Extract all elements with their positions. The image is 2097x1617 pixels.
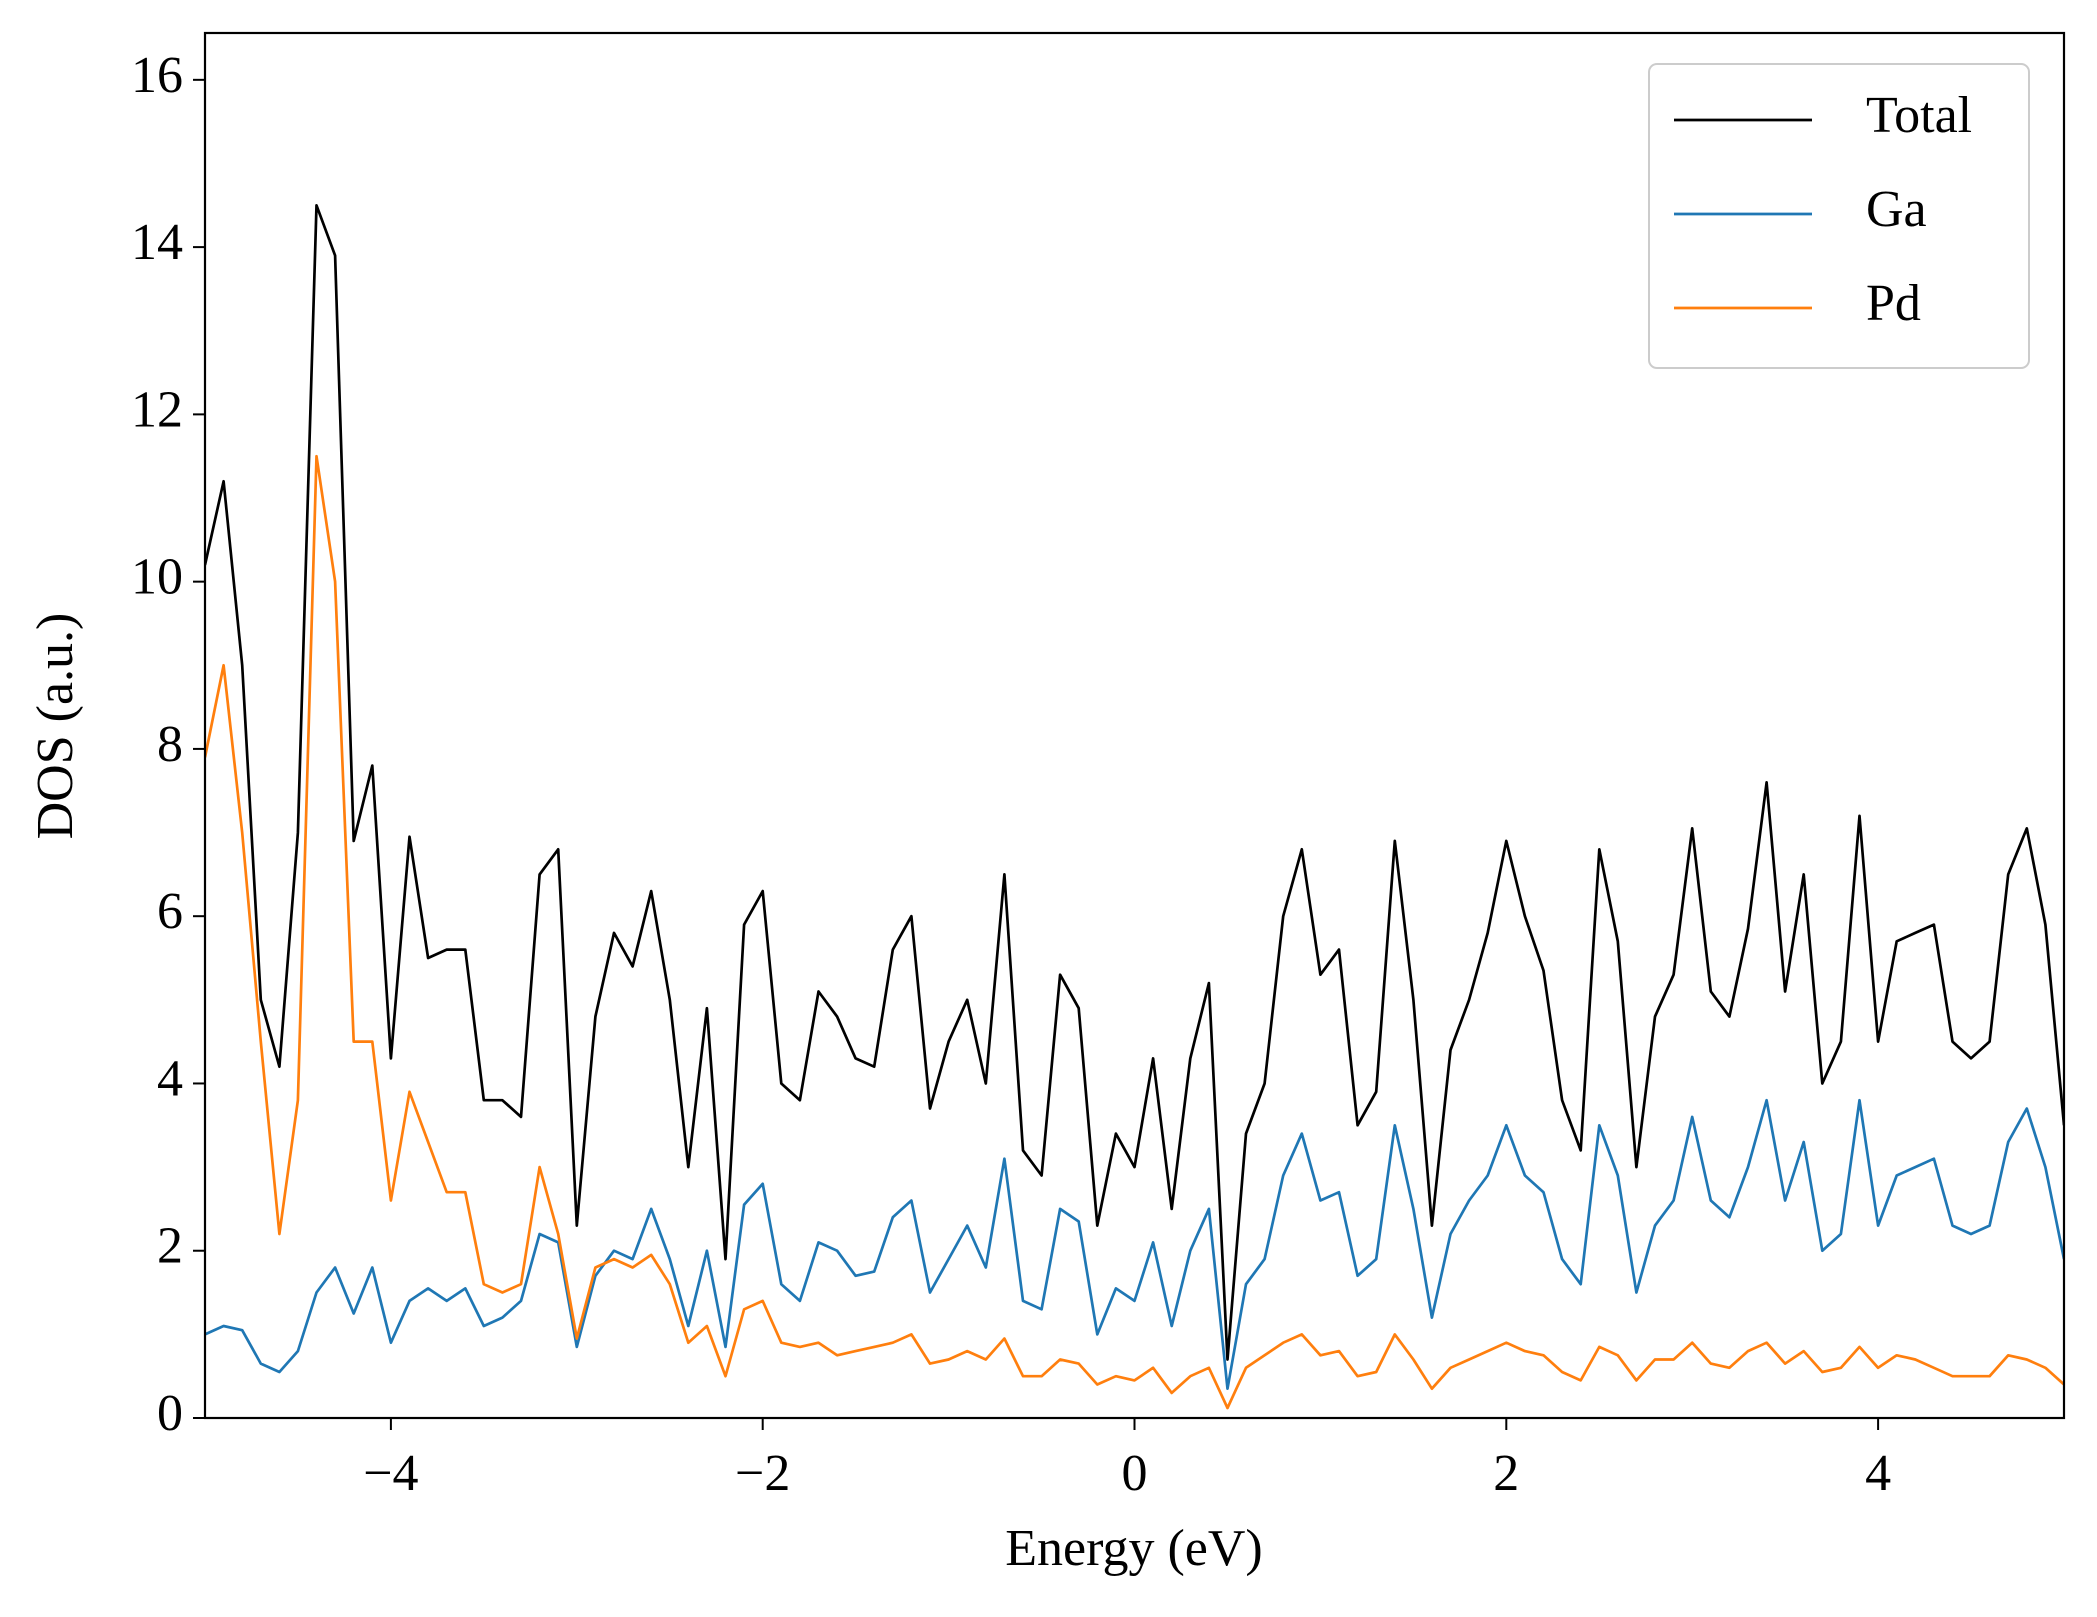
y-tick-label: 4 — [157, 1050, 183, 1107]
y-axis-label: DOS (a.u.) — [27, 613, 84, 840]
x-tick-label: 4 — [1865, 1445, 1891, 1502]
x-tick-label: −4 — [363, 1445, 418, 1502]
y-tick-label: 14 — [131, 214, 183, 271]
x-tick-label: 2 — [1493, 1445, 1519, 1502]
legend-label: Total — [1866, 87, 1972, 144]
series-line — [205, 454, 2064, 1410]
series-line — [205, 203, 2064, 1361]
x-tick-label: 0 — [1122, 1445, 1148, 1502]
plot-area — [205, 203, 2064, 1410]
y-tick-label: 6 — [157, 883, 183, 940]
y-tick-label: 12 — [131, 381, 183, 438]
x-axis-label: Energy (eV) — [1005, 1520, 1263, 1577]
y-tick-label: 0 — [157, 1385, 183, 1442]
plot-frame — [203, 31, 2066, 1420]
legend-box — [1648, 63, 2030, 369]
y-tick-label: 8 — [157, 716, 183, 773]
series-line — [205, 1098, 2064, 1391]
y-tick-label: 10 — [131, 549, 183, 606]
x-tick-label: −2 — [735, 1445, 790, 1502]
y-tick-label: 16 — [131, 47, 183, 104]
y-tick-label: 2 — [157, 1218, 183, 1275]
legend-label: Ga — [1866, 181, 1927, 238]
legend-label: Pd — [1866, 275, 1921, 332]
